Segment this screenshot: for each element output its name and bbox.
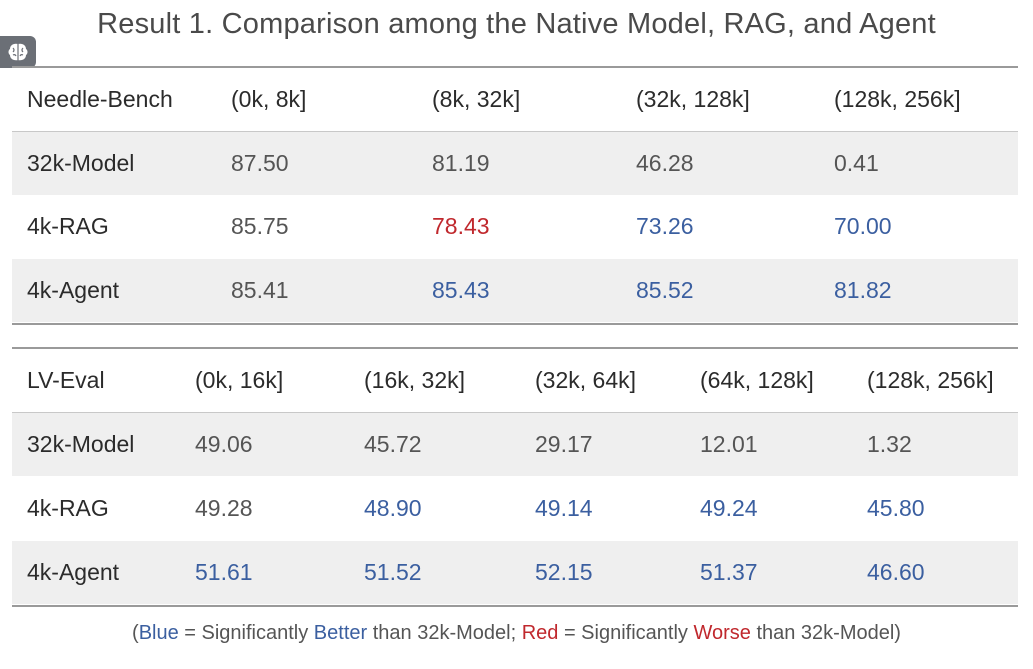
table-cell-better: 73.26 <box>636 213 694 239</box>
table-cell: 49.28 <box>195 495 253 521</box>
table-cell: 12.01 <box>700 431 758 457</box>
table-cell-better: 52.15 <box>535 559 593 585</box>
header-cell: (16k, 32k] <box>364 367 465 393</box>
header-cell: (64k, 128k] <box>700 367 814 393</box>
header-cell: Needle-Bench <box>27 86 173 112</box>
header-cell: (32k, 64k] <box>535 367 636 393</box>
table-cell-better: 45.80 <box>867 495 925 521</box>
table-cell-worse: 78.43 <box>432 213 490 239</box>
table-cell: 87.50 <box>231 150 289 176</box>
legend-red: Red <box>521 622 559 644</box>
table-cell-better: 46.60 <box>867 559 925 585</box>
legend-text: ( <box>132 622 139 644</box>
table-row: 32k-Model 49.06 45.72 29.17 12.01 1.32 <box>12 413 1018 476</box>
table-cell: 46.28 <box>636 150 694 176</box>
legend-note: (Blue = Significantly Better than 32k-Mo… <box>0 622 1033 645</box>
row-label: 32k-Model <box>27 150 135 176</box>
header-cell: (0k, 16k] <box>195 367 284 393</box>
header-cell: (0k, 8k] <box>231 86 307 112</box>
table-cell: 85.75 <box>231 213 289 239</box>
table-cell-better: 51.52 <box>364 559 422 585</box>
header-cell: (128k, 256k] <box>834 86 961 112</box>
table-cell-better: 49.24 <box>700 495 758 521</box>
table-cell-better: 85.43 <box>432 277 490 303</box>
table-row: 4k-Agent 51.61 51.52 52.15 51.37 46.60 <box>12 541 1018 604</box>
brain-icon <box>0 36 36 68</box>
legend-text: than 32k-Model; <box>367 622 522 644</box>
table-cell: 29.17 <box>535 431 593 457</box>
header-cell: (8k, 32k] <box>432 86 521 112</box>
legend-text: = Significantly <box>178 622 314 644</box>
table-cell: 45.72 <box>364 431 422 457</box>
row-label: 4k-RAG <box>27 495 109 521</box>
table-cell: 85.41 <box>231 277 289 303</box>
legend-blue: Blue <box>138 622 179 644</box>
page-title: Result 1. Comparison among the Native Mo… <box>97 8 936 40</box>
legend-worse: Worse <box>693 622 751 644</box>
row-label: 32k-Model <box>27 431 135 457</box>
table-cell-better: 70.00 <box>834 213 892 239</box>
table-header-row: LV-Eval (0k, 16k] (16k, 32k] (32k, 64k] … <box>12 349 1018 412</box>
table-header-rule <box>12 131 1018 132</box>
legend-text: than 32k-Model) <box>750 622 901 644</box>
table-header-row: Needle-Bench (0k, 8k] (8k, 32k] (32k, 12… <box>12 68 1018 131</box>
table-cell: 49.06 <box>195 431 253 457</box>
table-cell-better: 85.52 <box>636 277 694 303</box>
legend-better: Better <box>313 622 368 644</box>
table-cell: 0.41 <box>834 150 879 176</box>
table-cell-better: 51.37 <box>700 559 758 585</box>
row-label: 4k-Agent <box>27 559 120 585</box>
table-cell: 81.19 <box>432 150 490 176</box>
legend-text: = Significantly <box>558 622 694 644</box>
header-cell: LV-Eval <box>27 367 105 393</box>
table-cell-better: 51.61 <box>195 559 253 585</box>
table-bottom-rule <box>12 605 1018 607</box>
header-cell: (32k, 128k] <box>636 86 750 112</box>
table-header-rule <box>12 412 1018 413</box>
table-row: 4k-RAG 85.75 78.43 73.26 70.00 <box>12 195 1018 258</box>
row-label: 4k-Agent <box>27 277 120 303</box>
table-cell: 1.32 <box>867 431 912 457</box>
row-label: 4k-RAG <box>27 213 109 239</box>
table-row: 4k-RAG 49.28 48.90 49.14 49.24 45.80 <box>12 477 1018 540</box>
table-cell-better: 81.82 <box>834 277 892 303</box>
table-top-rule <box>12 347 1018 349</box>
table-cell-better: 49.14 <box>535 495 593 521</box>
table-bottom-rule <box>12 323 1018 325</box>
table-cell-better: 48.90 <box>364 495 422 521</box>
table-row: 32k-Model 87.50 81.19 46.28 0.41 <box>12 132 1018 195</box>
table-row: 4k-Agent 85.41 85.43 85.52 81.82 <box>12 259 1018 322</box>
table-top-rule <box>12 66 1018 68</box>
header-cell: (128k, 256k] <box>867 367 994 393</box>
